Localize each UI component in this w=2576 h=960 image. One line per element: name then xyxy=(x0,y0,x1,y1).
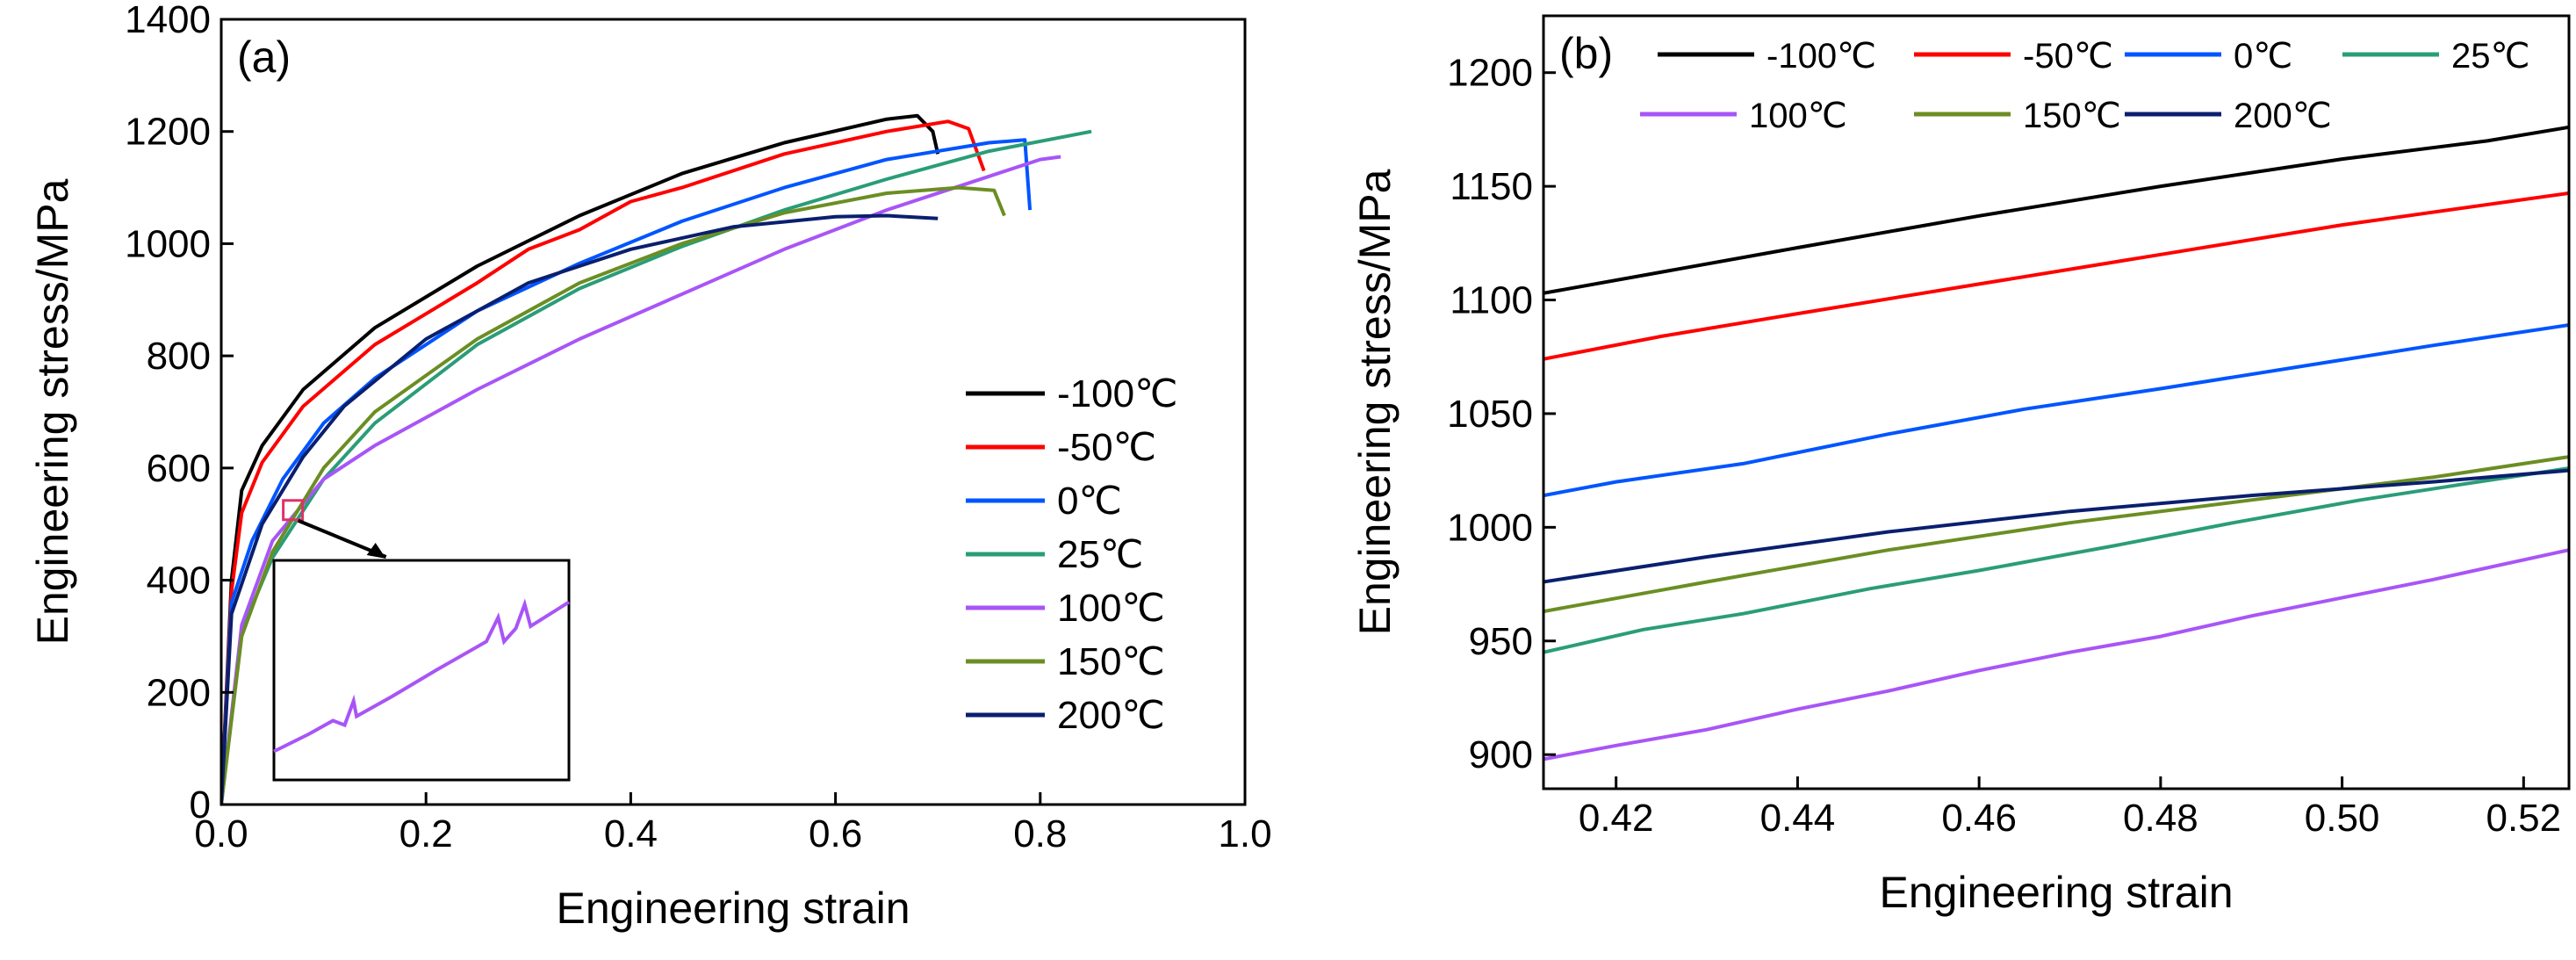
y-tick-label: 950 xyxy=(1469,620,1533,663)
y-tick-label: 900 xyxy=(1469,733,1533,776)
series-line-1 xyxy=(1543,191,2569,361)
x-tick-label: 0.44 xyxy=(1760,797,1836,840)
x-tick-label: 0.0 xyxy=(194,812,248,855)
legend-label-1: -50℃ xyxy=(1057,426,1156,469)
legend-label-2: 0℃ xyxy=(1057,480,1122,523)
legend-label-2: 0℃ xyxy=(2234,37,2292,76)
series-line-0 xyxy=(1543,125,2569,295)
zoom-marker xyxy=(282,499,305,522)
plot-frame xyxy=(1542,14,2571,790)
x-tick-label: 0.6 xyxy=(809,812,862,855)
y-tick-label: 400 xyxy=(147,559,211,603)
legend-label-6: 200℃ xyxy=(2234,97,2332,135)
legend-label-6: 200℃ xyxy=(1057,694,1165,737)
y-tick-label: 0 xyxy=(190,783,211,826)
legend-label-4: 100℃ xyxy=(1057,587,1165,630)
legend-label-0: -100℃ xyxy=(1057,372,1177,415)
y-tick-label: 1050 xyxy=(1447,393,1533,436)
series-line-4 xyxy=(1543,548,2569,762)
y-tick-label: 1200 xyxy=(125,111,211,154)
panel-a-chart: 0.0 0.2 0.4 0.6 0.8 1.0 0 200 400 600 800 1000 1200 1… xyxy=(28,0,1272,933)
series-line-3 xyxy=(1543,466,2569,654)
x-tick-label: 0.50 xyxy=(2305,797,2380,840)
plot-frame xyxy=(219,18,1247,806)
legend-label-1: -50℃ xyxy=(2023,37,2113,76)
panel-label: (b) xyxy=(1559,29,1613,78)
y-tick-label: 1400 xyxy=(125,0,211,41)
series-lines xyxy=(221,113,1092,805)
series-line-2 xyxy=(221,138,1033,805)
y-tick-label: 800 xyxy=(147,335,211,378)
legend-label-5: 150℃ xyxy=(1057,640,1165,683)
y-tick-label: 1100 xyxy=(1450,279,1533,322)
x-tick-label: 0.4 xyxy=(604,812,658,855)
x-tick-label: 0.2 xyxy=(399,812,453,855)
series-line-4 xyxy=(221,155,1061,805)
x-axis-label: Engineering strain xyxy=(1879,868,2233,917)
y-tick-label: 1150 xyxy=(1450,165,1533,208)
series-line-1 xyxy=(221,119,986,805)
y-axis-label: Engineering stress/MPa xyxy=(28,178,77,645)
y-axis-label: Engineering stress/MPa xyxy=(1350,169,1400,635)
series-line-0 xyxy=(221,113,940,805)
legend: -100℃ -50℃ 0℃ 25℃ 100℃ 150℃ 200℃ xyxy=(1640,37,2529,135)
x-tick-label: 0.46 xyxy=(1941,797,2017,840)
zoom-arrow-head xyxy=(366,543,386,559)
series-line-5 xyxy=(1543,455,2569,614)
series-line-6 xyxy=(1543,468,2569,584)
legend-label-5: 150℃ xyxy=(2023,97,2121,135)
y-tick-label: 1000 xyxy=(125,222,211,265)
legend-label-3: 25℃ xyxy=(1057,533,1143,576)
legend-label-4: 100℃ xyxy=(1749,97,1847,135)
x-tick-label: 0.52 xyxy=(2486,797,2561,840)
series-line-5 xyxy=(221,185,1006,805)
inset-trace xyxy=(273,598,571,754)
legend-label-0: -100℃ xyxy=(1767,37,1876,76)
y-tick-label: 1200 xyxy=(1447,52,1533,95)
legend-label-3: 25℃ xyxy=(2451,37,2529,76)
x-axis-label: Engineering strain xyxy=(556,884,910,933)
y-tick-label: 600 xyxy=(147,447,211,490)
x-tick-label: 0.42 xyxy=(1579,797,1654,840)
legend: -100℃ -50℃ 0℃ 25℃ 100℃ 150℃ 200℃ xyxy=(966,372,1177,737)
y-tick-label: 200 xyxy=(147,671,211,714)
series-line-2 xyxy=(1543,323,2569,498)
series-line-6 xyxy=(221,213,939,805)
series-lines xyxy=(1543,125,2569,762)
x-tick-label: 1.0 xyxy=(1218,812,1271,855)
y-tick-label: 1000 xyxy=(1447,506,1533,549)
x-tick-label: 0.8 xyxy=(1013,812,1067,855)
inset-box xyxy=(272,559,571,782)
x-tick-label: 0.48 xyxy=(2123,797,2198,840)
panel-label: (a) xyxy=(237,32,291,82)
panel-b-chart: 0.42 0.44 0.46 0.48 0.50 0.52 900 950 1000 1050 11… xyxy=(1350,14,2571,917)
